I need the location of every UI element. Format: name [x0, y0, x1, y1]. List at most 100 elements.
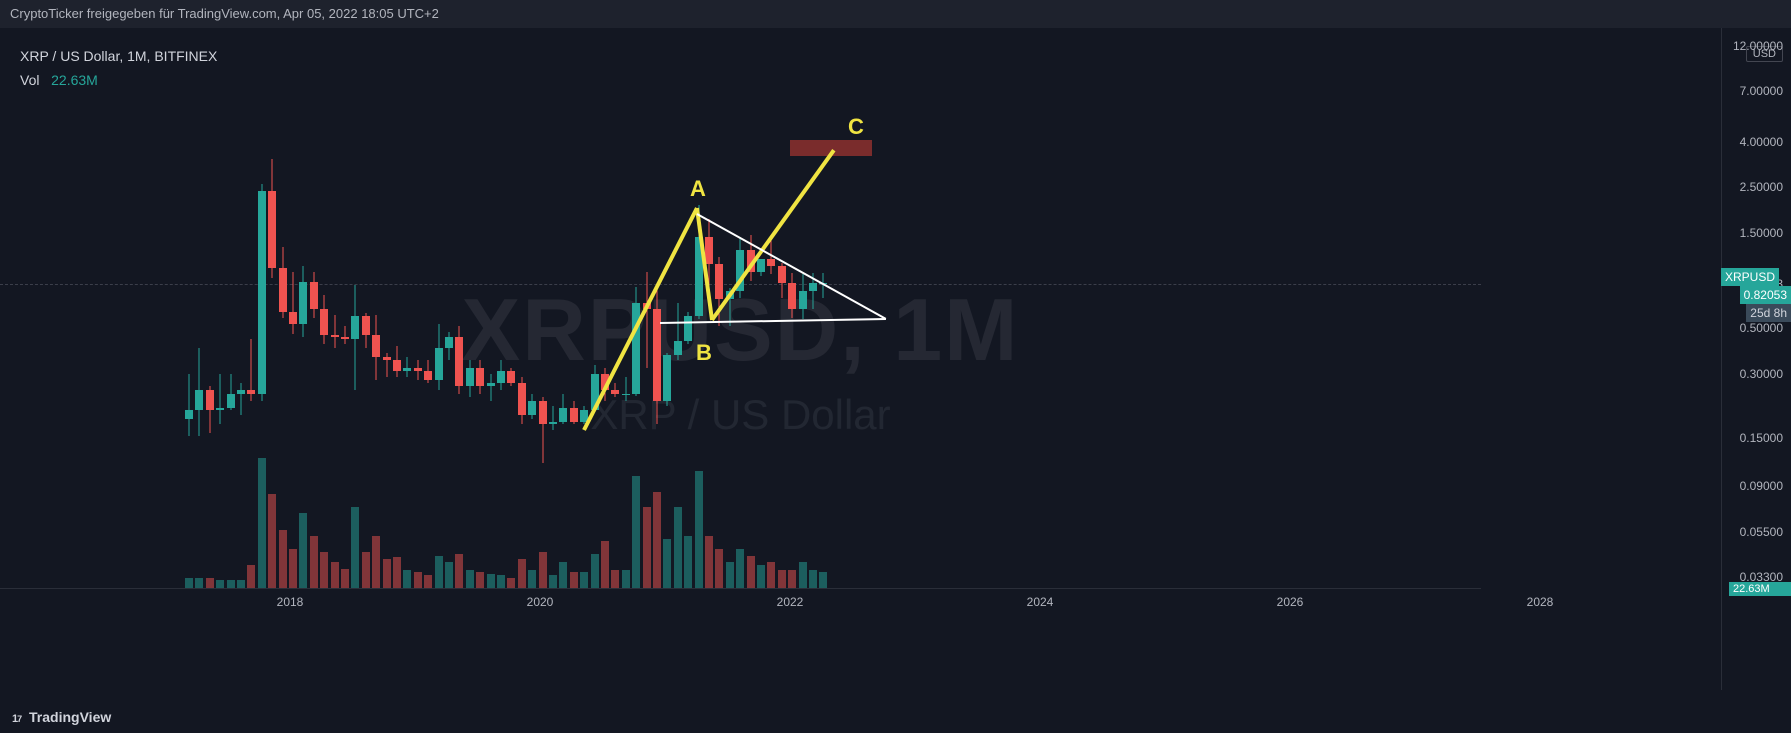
candle	[299, 266, 307, 337]
volume-bar	[362, 552, 370, 588]
volume-label: Vol	[20, 72, 39, 88]
price-tick: 12.00000	[1733, 39, 1783, 53]
candle	[227, 374, 235, 410]
candle	[632, 287, 640, 395]
candle	[684, 312, 692, 344]
volume-bar	[799, 562, 807, 588]
time-tick: 2020	[527, 595, 554, 609]
last-price-badge[interactable]: XRPUSD0.8205325d 8h	[1721, 268, 1791, 322]
volume-bar	[767, 562, 775, 588]
volume-bar	[310, 536, 318, 588]
candle	[258, 184, 266, 401]
candle	[424, 360, 432, 383]
price-tick: 0.15000	[1740, 431, 1783, 445]
footer-brand: TradingView	[29, 709, 111, 725]
volume-bar	[195, 578, 203, 588]
volume-bar	[206, 578, 214, 588]
volume-bar	[258, 458, 266, 588]
time-axis[interactable]: 201820202022202420262028	[0, 588, 1481, 616]
volume-bar	[299, 513, 307, 588]
volume-bar	[424, 575, 432, 588]
volume-bar	[216, 580, 224, 588]
candle	[289, 272, 297, 333]
volume-bar	[580, 572, 588, 588]
price-tick: 0.09000	[1740, 479, 1783, 493]
candle	[445, 332, 453, 360]
candle	[237, 383, 245, 414]
candle	[559, 394, 567, 425]
volume-bar	[705, 536, 713, 588]
candle	[497, 360, 505, 390]
candle	[476, 360, 484, 394]
candle	[455, 326, 463, 393]
candle	[351, 285, 359, 390]
price-tick: 0.05500	[1740, 525, 1783, 539]
volume-bar	[414, 572, 422, 588]
volume-bar	[684, 536, 692, 588]
candle	[279, 247, 287, 317]
candle	[799, 274, 807, 319]
volume-bar	[674, 507, 682, 588]
price-axis[interactable]: USD 12.000007.000004.000002.500001.50000…	[1721, 28, 1791, 690]
candle	[736, 237, 744, 298]
volume-bar	[476, 572, 484, 588]
volume-bar	[320, 552, 328, 588]
candle	[216, 374, 224, 425]
candle	[528, 394, 536, 420]
volume-bar	[466, 570, 474, 588]
volume-bar	[611, 570, 619, 588]
volume-bar	[622, 570, 630, 588]
candle	[195, 348, 203, 436]
price-tick: 2.50000	[1740, 180, 1783, 194]
candle	[643, 272, 651, 367]
badge-symbol: XRPUSD	[1721, 268, 1779, 286]
candle	[403, 357, 411, 376]
volume-bar	[643, 507, 651, 588]
volume-bar	[570, 572, 578, 588]
volume-bar	[351, 507, 359, 588]
candle	[341, 326, 349, 343]
badge-price: 0.82053	[1740, 286, 1791, 304]
volume-bar	[331, 562, 339, 588]
wave-label[interactable]: C	[848, 114, 864, 140]
volume-bar	[559, 562, 567, 588]
volume-info[interactable]: Vol 22.63M	[20, 72, 98, 88]
wave-label[interactable]: B	[696, 340, 712, 366]
symbol-info[interactable]: XRP / US Dollar, 1M, BITFINEX	[20, 48, 217, 64]
badge-countdown: 25d 8h	[1746, 304, 1791, 322]
candle	[663, 353, 671, 406]
volume-bar	[455, 554, 463, 588]
volume-bar	[778, 570, 786, 588]
candle	[372, 315, 380, 380]
candle	[487, 374, 495, 402]
volume-bar	[237, 580, 245, 588]
volume-bar	[185, 578, 193, 588]
candle	[757, 259, 765, 276]
volume-bar	[289, 549, 297, 588]
volume-bar	[227, 580, 235, 588]
tradingview-logo[interactable]: 17 TradingView	[12, 709, 111, 725]
volume-axis-badge: 22.63M	[1729, 582, 1791, 596]
volume-value: 22.63M	[51, 72, 98, 88]
candle	[268, 159, 276, 278]
volume-bar	[507, 578, 515, 588]
volume-bar	[393, 557, 401, 588]
attribution-text: CryptoTicker freigegeben für TradingView…	[10, 6, 439, 21]
volume-bar	[819, 572, 827, 588]
volume-bar	[487, 574, 495, 588]
volume-bar	[518, 559, 526, 588]
volume-bar	[757, 565, 765, 588]
volume-bar	[435, 556, 443, 589]
volume-bar	[653, 492, 661, 588]
candle	[549, 406, 557, 430]
wave-label[interactable]: A	[690, 176, 706, 202]
price-tick: 0.50000	[1740, 321, 1783, 335]
volume-bar	[788, 570, 796, 588]
volume-bar	[809, 570, 817, 588]
candle	[435, 324, 443, 390]
volume-bar	[549, 575, 557, 588]
time-tick: 2018	[277, 595, 304, 609]
price-tick: 4.00000	[1740, 135, 1783, 149]
volume-bar	[736, 549, 744, 588]
candle	[247, 339, 255, 401]
